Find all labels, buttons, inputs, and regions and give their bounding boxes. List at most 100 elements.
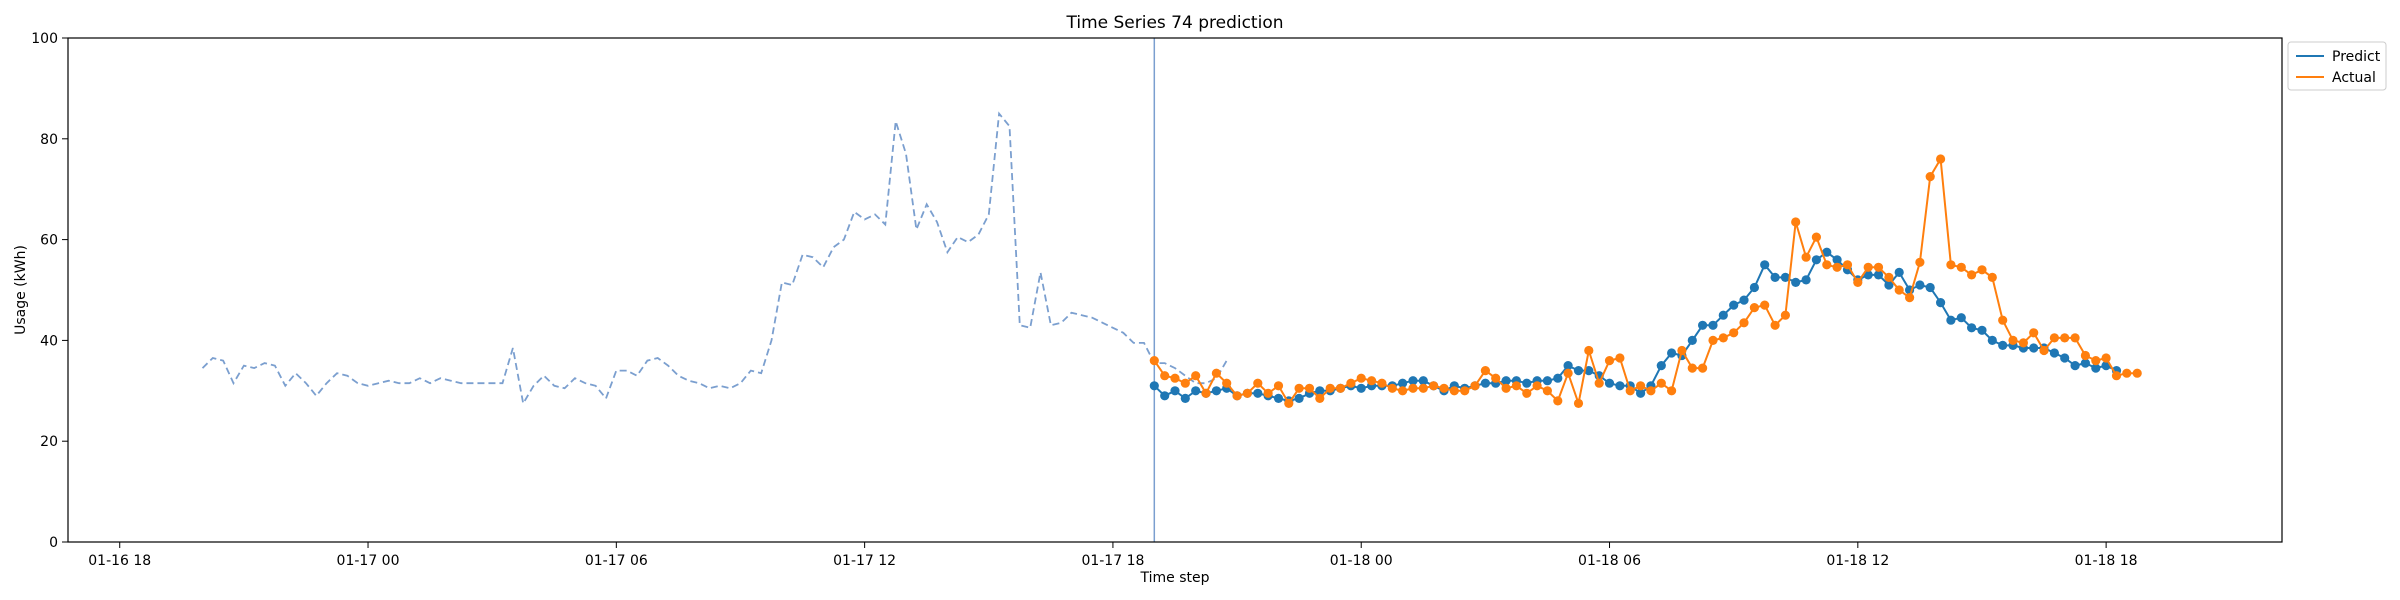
predict-point <box>1884 280 1894 290</box>
predict-point <box>1667 348 1677 358</box>
predict-point <box>1801 275 1811 285</box>
actual-point <box>1698 363 1708 373</box>
actual-point <box>1315 393 1325 403</box>
x-axis-label: Time step <box>1140 570 1210 586</box>
plot-area <box>201 38 2142 542</box>
actual-point <box>1584 345 1594 356</box>
actual-point <box>1946 260 1956 270</box>
predict-point <box>1936 298 1946 308</box>
legend-label-predict: Predict <box>2332 49 2381 65</box>
predict-point <box>1604 378 1615 388</box>
actual-point <box>2039 345 2049 356</box>
predict-point <box>1687 335 1697 345</box>
actual-point <box>1894 285 1904 295</box>
predict-point <box>1770 272 1780 282</box>
actual-point <box>1160 371 1170 381</box>
x-tick-label: 01-16 18 <box>88 553 151 569</box>
y-axis-label: Usage (kWh) <box>13 245 29 335</box>
actual-point <box>2008 335 2018 345</box>
actual-point <box>1191 371 1201 381</box>
actual-point <box>1842 260 1853 270</box>
actual-point <box>1615 353 1625 363</box>
actual-point <box>1553 396 1563 406</box>
actual-point <box>2060 333 2070 343</box>
actual-point <box>1563 368 1573 378</box>
actual-point <box>1294 383 1304 393</box>
actual-point <box>2018 338 2028 348</box>
actual-point <box>1532 381 1542 391</box>
predict-point <box>1718 310 1728 320</box>
predict-point <box>1956 313 1966 323</box>
history-line <box>201 111 1228 406</box>
actual-point <box>1470 381 1480 391</box>
predict-point <box>1480 378 1490 388</box>
actual-point <box>1760 300 1770 310</box>
x-tick-label: 01-18 12 <box>1826 553 1889 569</box>
predict-point <box>1636 388 1646 398</box>
actual-point <box>1263 388 1273 398</box>
actual-point <box>1780 310 1790 320</box>
actual-point <box>1791 217 1801 227</box>
actual-point <box>1242 388 1252 398</box>
x-tick-label: 01-18 00 <box>1330 553 1393 569</box>
predict-point <box>1418 376 1428 386</box>
actual-point <box>1718 333 1728 343</box>
predict-point <box>1180 393 1190 403</box>
predict-point <box>1398 378 1408 388</box>
actual-point <box>1594 378 1604 388</box>
x-tick-label: 01-17 18 <box>1081 553 1144 569</box>
predict-point <box>1791 277 1801 287</box>
predict-point <box>1998 340 2008 350</box>
predict-point <box>2070 361 2080 371</box>
legend: Predict Actual <box>2287 41 2387 91</box>
predict-point <box>1584 366 1594 376</box>
actual-point <box>1967 270 1977 280</box>
actual-point <box>1604 356 1615 366</box>
y-tick-label: 40 <box>40 333 58 349</box>
predict-point <box>1708 320 1718 330</box>
predict-point <box>1987 335 1997 345</box>
predict-point <box>1553 373 1563 383</box>
predict-point <box>1729 300 1739 310</box>
y-tick-label: 100 <box>31 31 58 47</box>
actual-point <box>1646 386 1656 396</box>
actual-point <box>1429 381 1439 391</box>
predict-point <box>1832 255 1842 265</box>
actual-point <box>1770 320 1780 330</box>
predict-point <box>1967 323 1977 333</box>
x-tick-label: 01-18 06 <box>1578 553 1641 569</box>
actual-point <box>1542 386 1552 396</box>
actual-point <box>1625 386 1635 396</box>
actual-point <box>1884 272 1894 282</box>
actual-point <box>1439 383 1449 393</box>
predict-point <box>1615 381 1625 391</box>
actual-point <box>1501 383 1511 393</box>
actual-point <box>1367 376 1377 386</box>
actual-point <box>1387 383 1397 393</box>
actual-point <box>1573 398 1584 408</box>
actual-point <box>1149 356 1159 366</box>
actual-point <box>1284 398 1294 408</box>
actual-point <box>1832 262 1842 272</box>
actual-point <box>1491 373 1501 383</box>
actual-point <box>1232 391 1242 401</box>
predict-point <box>1780 272 1790 282</box>
predict-point <box>1542 376 1552 386</box>
x-axis: 01-16 18 01-17 00 01-17 06 01-17 12 01-17 18… <box>88 542 2138 569</box>
actual-point <box>1418 383 1428 393</box>
actual-point <box>2101 353 2111 363</box>
actual-point <box>1873 262 1884 272</box>
actual-point <box>2080 350 2090 361</box>
actual-point <box>1304 383 1315 393</box>
actual-point <box>1822 260 1832 270</box>
actual-point <box>1656 378 1666 388</box>
actual-point <box>1325 383 1335 393</box>
x-tick-label: 01-17 12 <box>833 553 896 569</box>
predict-point <box>1915 280 1925 290</box>
actual-point <box>2091 356 2101 366</box>
predict-point <box>1522 378 1532 388</box>
actual-point <box>1936 154 1946 164</box>
actual-point <box>1977 265 1987 275</box>
actual-point <box>1708 335 1718 345</box>
